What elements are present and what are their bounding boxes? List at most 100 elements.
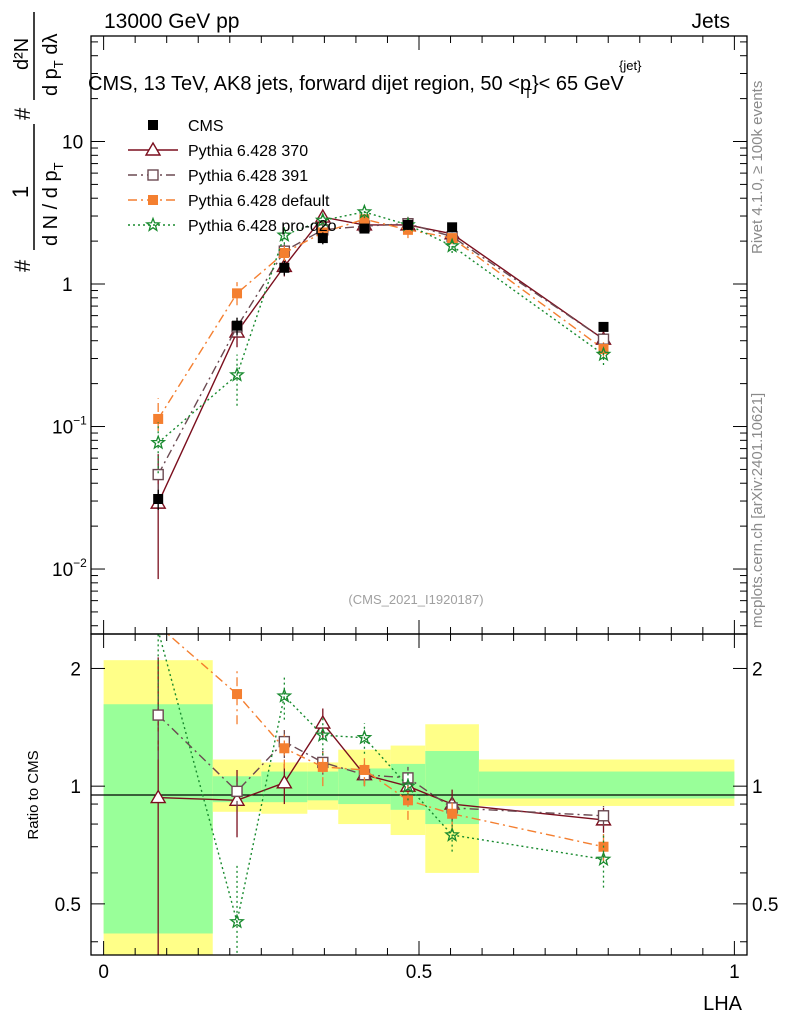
y-label-frac1-den-text: d N / d p (40, 170, 62, 246)
ratio-panel: 0.5 0.5 1 1 2 2 0 0.5 1 Ratio to CMS LHA (25, 633, 779, 1015)
ratio-series-layer (149, 634, 612, 955)
data-point (153, 413, 164, 424)
data-point (444, 237, 461, 253)
series-line-pythia-6-428-default (157, 218, 604, 420)
ratio-series-pythia-6-428-default (166, 634, 609, 862)
legend-label-pythia-6-428-default: Pythia 6.428 default (188, 193, 330, 210)
series-line-pythia-6-428-370 (157, 216, 604, 504)
ratio-point (359, 764, 370, 775)
data-point (447, 222, 458, 233)
ratio-point (356, 729, 373, 745)
main-y-tick-label: 10−1 (52, 414, 87, 439)
data-point (153, 494, 164, 505)
ratio-point (447, 808, 458, 819)
data-point (356, 203, 373, 219)
ratio-y-tick-label-right: 0.5 (752, 895, 778, 916)
y-label-frac2-den: d pT dλ (40, 34, 66, 96)
main-title-end: }< 65 GeV (532, 73, 624, 95)
data-point (152, 468, 164, 481)
legend-marker-pythia-6-428-default (148, 195, 158, 205)
ratio-point (231, 785, 243, 798)
legend-marker-pythia-6-428-370 (144, 141, 162, 156)
mcplots-label: mcplots.cern.ch [arXiv:2401.10621] (749, 393, 766, 628)
ratio-point (276, 687, 293, 703)
ratio-x-tick-label: 0 (98, 962, 109, 983)
main-axis-ticks (91, 36, 747, 634)
y-label-hash-2: # (10, 107, 35, 120)
ratio-point (595, 850, 612, 867)
x-axis-label: LHA (703, 993, 743, 1015)
main-series-layer (149, 203, 612, 580)
legend: CMS Pythia 6.428 370 Pythia 6.428 391 Pythi… (128, 118, 337, 235)
y-label-frac1-den: d N / d pT (40, 162, 66, 246)
series-pythia-6-428-370 (149, 208, 612, 580)
data-point (314, 211, 331, 227)
data-point (279, 262, 290, 273)
data-point (317, 233, 328, 244)
main-panel: (CMS_2021_I1920187) 10−2 10−1 1 10 CMS, 13 … (52, 35, 748, 635)
main-title-subscript: T (524, 86, 532, 101)
ratio-x-tick-label: 0.5 (406, 962, 432, 983)
ratio-line-pythia-6-428-391 (157, 714, 604, 817)
ratio-point (314, 714, 332, 729)
ratio-point (276, 774, 293, 789)
data-point (359, 223, 370, 234)
legend-marker-cms (148, 120, 158, 130)
ratio-line-pythia-6-428-pro-q2o (158, 634, 604, 922)
main-y-axis-label: # 1 d N / d pT # d²N d pT dλ (8, 12, 66, 272)
ratio-point (229, 913, 245, 929)
main-panel-watermark: (CMS_2021_I1920187) (348, 592, 483, 607)
ratio-y-tick-label-right: 1 (752, 777, 763, 798)
y-label-frac2-den-sub: T (51, 60, 66, 68)
y-label-frac1-den-sub: T (51, 162, 66, 170)
data-point (232, 320, 243, 331)
ratio-uncertainty-bands (103, 660, 735, 955)
ratio-x-tick-label: 1 (729, 962, 740, 983)
data-point (276, 226, 293, 243)
ratio-point (149, 789, 167, 804)
ratio-axis-ticks (91, 634, 747, 955)
main-y-tick-label: 1 (62, 275, 73, 296)
ratio-point (402, 772, 414, 784)
legend-label-pythia-6-428-pro-q2o: Pythia 6.428 pro-q2o (188, 218, 337, 235)
ratio-series-pythia-6-428-pro-q2o (157, 634, 612, 955)
ratio-line-pythia-6-428-default (166, 634, 604, 848)
ratio-point (279, 743, 290, 754)
legend-label-cms: CMS (188, 118, 224, 135)
y-label-frac2-den-end: dλ (40, 34, 62, 61)
header-collision-label: 13000 GeV pp (104, 10, 239, 33)
legend-label-pythia-6-428-370: Pythia 6.428 370 (188, 143, 308, 160)
rivet-label: Rivet 4.1.0, ≥ 100k events (749, 81, 766, 254)
ratio-point (400, 777, 416, 793)
main-title-superscript: {jet} (619, 58, 642, 73)
legend-marker-pythia-6-428-391 (147, 169, 159, 181)
ratio-y-tick-label-left: 2 (70, 659, 81, 680)
data-point (150, 434, 167, 450)
legend-marker-pythia-6-428-pro-q2o (145, 216, 161, 232)
y-label-frac2-num: d²N (11, 38, 33, 70)
data-point (402, 219, 413, 230)
y-label-frac2-den-text: d p (40, 68, 62, 96)
series-pythia-6-428-default (153, 213, 609, 432)
ratio-point (232, 689, 243, 700)
ratio-point (314, 726, 331, 743)
ratio-y-tick-label-left: 1 (70, 777, 81, 798)
data-point (598, 321, 609, 332)
series-line-pythia-6-428-pro-q2o (157, 211, 604, 444)
data-point (229, 366, 245, 382)
main-title: CMS, 13 TeV, AK8 jets, forward dijet reg… (88, 73, 624, 101)
ratio-point (444, 826, 461, 842)
ratio-y-axis-label: Ratio to CMS (25, 750, 42, 839)
series-pythia-6-428-pro-q2o (150, 203, 612, 474)
ratio-point (597, 810, 610, 822)
series-cms (153, 219, 609, 510)
legend-label-pythia-6-428-391: Pythia 6.428 391 (188, 168, 308, 185)
ratio-tick-labels: 0.5 0.5 1 1 2 2 0 0.5 1 (55, 659, 779, 983)
y-label-frac1-num: 1 (8, 186, 33, 198)
series-pythia-6-428-391 (152, 217, 610, 494)
ratio-point (317, 761, 328, 772)
series-line-pythia-6-428-391 (157, 222, 604, 475)
header-jets-label: Jets (691, 10, 730, 33)
data-point (232, 288, 243, 299)
